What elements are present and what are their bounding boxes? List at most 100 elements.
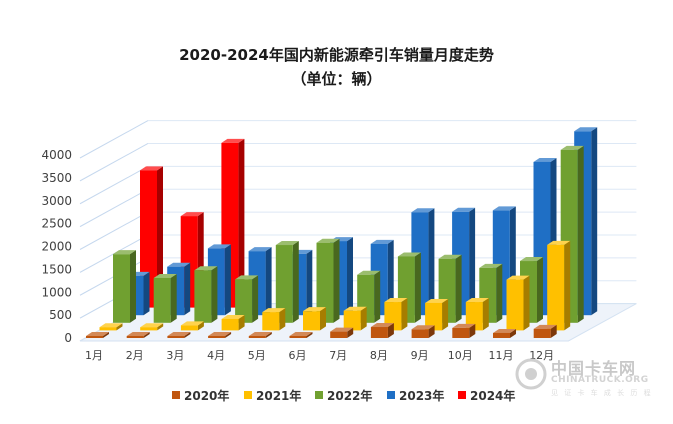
bar-side <box>184 262 191 316</box>
x-tick-label: 5月 <box>248 349 266 362</box>
bar-side <box>577 145 584 323</box>
bar-side <box>374 270 381 323</box>
bar-top <box>262 308 286 313</box>
x-tick-label: 4月 <box>207 349 225 362</box>
bar-side <box>414 252 421 323</box>
bar-top <box>126 332 150 336</box>
bar <box>194 270 212 323</box>
legend-label: 2021年 <box>256 388 301 403</box>
bar-top <box>343 306 367 311</box>
bar-side <box>320 307 326 331</box>
bar <box>465 302 483 331</box>
bar-top <box>533 157 557 162</box>
legend-label: 2020年 <box>184 388 229 403</box>
bar-side <box>469 207 476 316</box>
bar <box>113 254 130 323</box>
chart-subtitle: （单位：辆） <box>291 70 382 88</box>
legend-swatch <box>244 391 252 399</box>
bar-side <box>143 332 150 338</box>
bar <box>370 327 388 338</box>
bar-side <box>184 332 191 338</box>
bar-side <box>238 314 245 331</box>
bar <box>153 277 171 323</box>
bar-side <box>157 166 163 308</box>
bar <box>86 336 103 338</box>
bar-top <box>289 332 313 336</box>
y-tick-label: 1500 <box>41 262 72 276</box>
bar-top <box>438 254 462 259</box>
bar-top <box>520 257 543 262</box>
bar-top <box>180 212 204 217</box>
bar-side <box>333 238 340 323</box>
bar <box>235 279 253 323</box>
bar <box>411 329 429 338</box>
bar-side <box>103 332 109 338</box>
bar-top <box>452 207 476 212</box>
bar-side <box>428 208 435 316</box>
watermark: 中国卡车网 CHINATRUCK.ORG 见 证 卡 车 成 长 历 程 <box>515 354 665 414</box>
bar-side <box>387 239 394 316</box>
watermark-logo-icon <box>515 358 547 390</box>
bar-side <box>306 249 313 316</box>
bar-top <box>465 298 489 303</box>
bar-top <box>180 321 204 326</box>
bar <box>316 242 334 323</box>
bar-side <box>347 327 354 338</box>
bar <box>167 336 185 338</box>
bar-top <box>397 252 421 257</box>
bar-side <box>279 308 286 331</box>
bar-top <box>384 298 408 303</box>
bar <box>221 318 239 331</box>
bar <box>140 327 158 331</box>
bar-side <box>550 324 557 338</box>
bar-top <box>248 332 272 336</box>
bar <box>289 336 307 338</box>
y-tick-label: 1000 <box>41 285 72 299</box>
bar-side <box>401 298 408 331</box>
y-tick-label: 2500 <box>41 217 72 231</box>
bar-top <box>411 325 435 330</box>
bar <box>275 245 293 323</box>
bar-top <box>167 332 191 336</box>
bar <box>126 336 144 338</box>
y-tick-label: 3000 <box>41 194 72 208</box>
x-tick-label: 6月 <box>289 349 307 362</box>
bar-side <box>252 275 259 323</box>
bar <box>506 279 524 331</box>
bar-side <box>510 328 516 338</box>
bar <box>180 325 198 331</box>
bar <box>99 327 117 331</box>
bar-top <box>492 206 516 211</box>
gridline-depth <box>79 188 149 228</box>
bar <box>533 328 551 338</box>
bar-top <box>207 244 231 249</box>
bar <box>547 244 565 331</box>
bar-top <box>560 145 584 150</box>
bar-side <box>143 271 150 316</box>
chart-title: 2020-2024年国内新能源牵引车销量月度走势 <box>179 46 494 64</box>
gridline-depth <box>79 211 149 250</box>
bar <box>493 332 510 338</box>
y-tick-label: 2000 <box>41 240 72 254</box>
bar-side <box>387 323 394 338</box>
y-tick-label: 500 <box>49 308 72 322</box>
x-tick-label: 10月 <box>448 349 473 362</box>
bar-side <box>564 240 571 331</box>
bar-side <box>225 332 232 338</box>
bar-top <box>425 298 449 303</box>
bar-top <box>452 323 476 328</box>
legend-swatch <box>315 391 323 399</box>
bar-top <box>235 275 259 280</box>
bar-side <box>360 306 367 331</box>
bar-side <box>157 323 164 331</box>
x-tick-label: 8月 <box>370 349 388 362</box>
legend-swatch <box>458 391 466 399</box>
watermark-sub: 见 证 卡 车 成 长 历 程 <box>551 389 653 397</box>
bar-side <box>455 254 462 323</box>
bar-side <box>211 266 218 323</box>
y-tick-label: 4000 <box>41 148 72 162</box>
bar-side <box>428 325 435 338</box>
bar-side <box>116 323 123 331</box>
bar-top <box>370 323 394 328</box>
